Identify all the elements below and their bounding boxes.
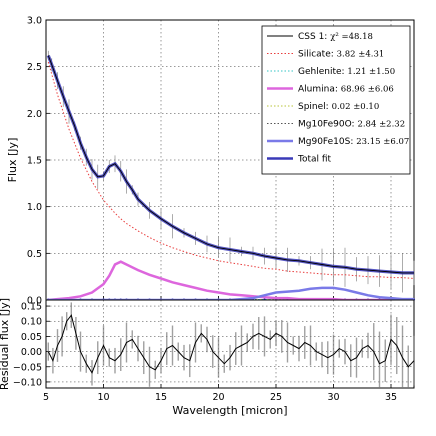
residual-y-tick-label: 0.10	[21, 317, 42, 328]
x-tick-label: 25	[270, 392, 282, 403]
legend-value: 23.15 ±6.07	[356, 137, 409, 147]
flux-y-tick-label: 3.0	[27, 16, 42, 27]
flux-y-tick-label: 2.5	[27, 62, 42, 73]
legend-entry: Alumina: 68.96 ±6.06	[267, 85, 394, 95]
legend-value: 1.21 ±1.50	[347, 67, 395, 77]
x-tick-label: 20	[212, 392, 224, 403]
legend-entry: CSS 1: χ² =48.18	[267, 32, 373, 42]
legend-entry: Gehlenite: 1.21 ±1.50	[267, 67, 395, 77]
legend-entry: Mg90Fe10S: 23.15 ±6.07	[267, 137, 409, 147]
x-tick-label: 15	[155, 392, 167, 403]
x-tick-label: 5	[43, 392, 49, 403]
legend-label: Mg90Fe10S: 23.15 ±6.07	[298, 137, 409, 147]
flux-y-label: Flux [Jy]	[6, 138, 19, 183]
legend-entry: Mg10Fe90O: 2.84 ±2.32	[267, 120, 405, 130]
residual-y-ticks: −0.10 −0.05 0.00 0.05 0.10 0.15	[13, 302, 50, 388]
observed-line	[47, 55, 414, 274]
flux-y-tick-label: 1.5	[27, 156, 42, 167]
legend-label: Mg10Fe90O: 2.84 ±2.32	[298, 120, 405, 130]
residual-y-label: Residual flux [Jy]	[0, 298, 11, 390]
flux-y-tick-label: 2.0	[27, 109, 42, 120]
flux-y-tick-label: 1.0	[27, 202, 42, 213]
flux-y-tick-label: 0.5	[27, 249, 42, 260]
residual-plot-area	[45, 299, 415, 389]
residual-panel: −0.10 −0.05 0.00 0.05 0.10 0.15 5 10 15 20 25 30 35…	[0, 298, 415, 417]
legend-value: 68.96 ±6.06	[341, 85, 394, 95]
legend-box	[261, 25, 411, 175]
legend-value: 2.84 ±2.32	[357, 120, 405, 130]
residual-y-tick-label: 0.00	[21, 347, 42, 358]
legend-value: 0.02 ±0.10	[332, 102, 380, 112]
residual-y-tick-label: −0.10	[13, 377, 42, 388]
legend-label: Alumina: 68.96 ±6.06	[298, 85, 394, 95]
x-tick-label: 10	[97, 392, 109, 403]
residual-y-tick-label: −0.05	[13, 362, 42, 373]
legend-entry: Spinel: 0.02 ±0.10	[267, 102, 379, 112]
legend-label: CSS 1: χ² =48.18	[298, 32, 373, 42]
legend-entry: Total fit	[267, 155, 332, 165]
x-axis-label: Wavelength [micron]	[172, 404, 287, 417]
legend-label: Gehlenite: 1.21 ±1.50	[298, 67, 395, 77]
legend-entry: Silicate: 3.82 ±4.31	[267, 50, 384, 60]
flux-y-tick-label: 0.0	[27, 296, 42, 307]
residual-line	[47, 314, 415, 374]
legend-value: 3.82 ±4.31	[337, 50, 385, 60]
x-tick-label: 35	[385, 392, 397, 403]
legend-value: χ² =48.18	[330, 32, 373, 42]
residual-x-ticks: 5 10 15 20 25 30 35	[43, 384, 397, 403]
legend-label: Spinel: 0.02 ±0.10	[298, 102, 379, 112]
x-tick-label: 30	[327, 392, 339, 403]
legend-label: Silicate: 3.82 ±4.31	[298, 50, 384, 60]
legend-label: Total fit	[297, 155, 332, 165]
legend: CSS 1: χ² =48.18 Silicate: 3.82 ±4.31 Gehl…	[261, 25, 411, 175]
residual-series	[47, 302, 415, 388]
silicate-line	[47, 61, 415, 279]
residual-y-tick-label: 0.15	[21, 302, 42, 313]
residual-y-tick-label: 0.05	[21, 332, 42, 343]
